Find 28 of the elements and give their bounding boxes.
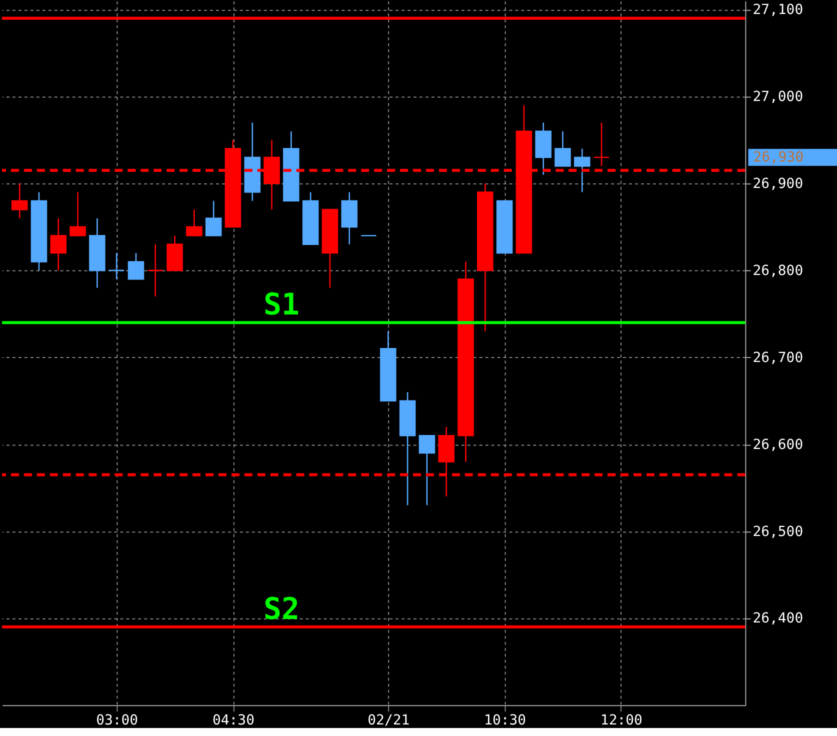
candlestick (554, 130, 571, 167)
x-tick-label: 03:00 (96, 712, 138, 729)
candlestick (186, 208, 202, 236)
x-tick-label: 02/21 (368, 712, 410, 729)
candlestick (128, 252, 144, 280)
candlestick (418, 434, 436, 506)
candlestick (205, 200, 222, 236)
y-tick-label: 27,000 (752, 89, 804, 106)
ref-line-label: S2 (263, 592, 300, 627)
y-tick-label: 26,600 (752, 436, 804, 453)
x-tick-label: 10:30 (484, 712, 526, 729)
x-tick-label: 04:30 (212, 712, 254, 729)
candlestick (70, 192, 86, 236)
y-tick-label: 26,800 (752, 262, 804, 279)
candlestick (574, 148, 590, 193)
ref-line-label: S1 (263, 288, 300, 323)
y-tick-label: 26,700 (752, 350, 804, 366)
y-tick-label: 26,500 (752, 524, 804, 540)
candlestick (108, 252, 125, 280)
candlestick (11, 182, 28, 219)
x-tick-label: 12:00 (600, 712, 642, 729)
candlestick (593, 122, 610, 167)
candlestick (50, 218, 67, 272)
y-tick-label: 26,400 (752, 610, 804, 627)
y-tick-label: 26,900 (752, 176, 804, 192)
y-tick-label: 27,100 (752, 2, 804, 18)
text: 26,930 (753, 149, 804, 166)
candlestick (147, 244, 164, 298)
